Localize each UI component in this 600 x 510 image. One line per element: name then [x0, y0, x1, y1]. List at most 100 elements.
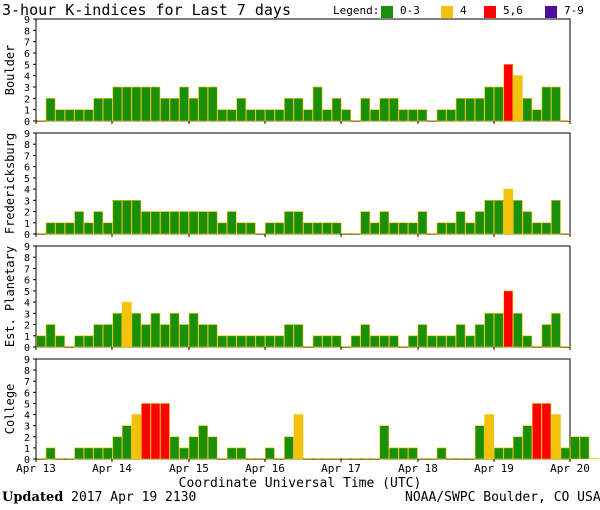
k-bar	[83, 335, 94, 348]
k-bar	[284, 324, 294, 348]
x-tick-label: Apr 15	[169, 462, 209, 475]
k-bar-zero	[427, 458, 437, 459]
k-bar	[551, 86, 561, 122]
k-bar-zero	[37, 458, 46, 459]
legend-swatch-5-6	[484, 6, 496, 18]
k-bar	[532, 222, 542, 235]
k-bar	[493, 313, 504, 348]
k-bar	[188, 313, 199, 348]
k-bar	[112, 86, 123, 122]
k-bar	[360, 324, 371, 348]
k-bar	[179, 86, 189, 122]
x-tick-label: Apr 20	[550, 462, 590, 475]
k-bar-zero	[37, 120, 46, 121]
k-bar	[169, 313, 180, 348]
k-bar	[265, 222, 275, 235]
k-bar	[83, 447, 94, 460]
k-bar	[226, 211, 237, 235]
k-bar	[179, 211, 189, 235]
k-bar-zero	[361, 458, 370, 459]
k-bar	[512, 313, 523, 348]
x-tick-label: Apr 18	[398, 462, 438, 475]
k-bar	[226, 109, 237, 122]
y-tick-label: 1	[24, 444, 30, 455]
k-bar	[570, 436, 580, 460]
k-bar	[455, 324, 466, 348]
k-bar	[102, 447, 113, 460]
y-tick-label: 7	[24, 151, 30, 162]
y-tick-label: 6	[24, 276, 30, 287]
k-bar-zero	[56, 458, 65, 459]
k-bar-zero	[246, 458, 256, 459]
footer-source: NOAA/SWPC Boulder, CO USA	[405, 490, 600, 505]
k-bar	[236, 222, 247, 235]
k-bar	[169, 436, 180, 460]
k-bar	[484, 200, 495, 235]
k-bar	[474, 324, 485, 348]
k-bar	[474, 425, 485, 460]
k-bar-zero	[351, 233, 361, 234]
k-bar	[93, 324, 104, 348]
k-bar	[551, 313, 561, 348]
k-bar	[141, 86, 151, 122]
k-bar	[389, 335, 399, 348]
k-bar	[198, 425, 208, 460]
y-tick-label: 1	[24, 332, 30, 343]
k-index-chart: 0123456789Boulder0123456789Fredericksbur…	[3, 15, 599, 490]
k-bar	[236, 98, 247, 122]
x-tick-label: Apr 19	[474, 462, 514, 475]
k-bar	[45, 222, 56, 235]
k-bar-zero	[427, 120, 437, 121]
y-tick-label: 5	[24, 287, 30, 298]
k-bar	[408, 335, 418, 348]
k-bar	[245, 335, 256, 348]
k-bar	[541, 324, 552, 348]
y-tick-label: 3	[24, 309, 30, 320]
k-bar-zero	[65, 346, 75, 347]
k-bar	[188, 98, 199, 122]
k-bar	[93, 211, 104, 235]
k-bar-zero	[342, 346, 351, 347]
k-bar	[141, 324, 151, 348]
k-bar	[493, 200, 504, 235]
k-bar	[169, 211, 180, 235]
k-bar	[474, 211, 485, 235]
k-bar	[455, 98, 466, 122]
k-bar	[493, 86, 504, 122]
k-bar	[45, 447, 56, 460]
k-bar	[122, 86, 132, 122]
k-bar-zero	[456, 458, 466, 459]
k-bar	[389, 447, 399, 460]
y-tick-label: 4	[24, 411, 30, 422]
y-tick-label: 4	[24, 72, 30, 83]
k-bar	[112, 200, 123, 235]
k-bar-zero	[399, 346, 408, 347]
k-bar	[417, 324, 428, 348]
k-bar	[293, 414, 304, 460]
k-bar	[541, 403, 552, 460]
k-bar	[179, 447, 189, 460]
k-bar-zero	[427, 233, 437, 234]
k-bar	[331, 222, 342, 235]
k-bar	[64, 109, 75, 122]
k-bar	[532, 403, 542, 460]
k-bar	[389, 222, 399, 235]
k-bar-zero	[304, 458, 313, 459]
k-bar	[322, 109, 332, 122]
k-bar-zero	[532, 346, 542, 347]
k-bar	[217, 109, 228, 122]
k-bar	[379, 98, 390, 122]
y-tick-label: 6	[24, 388, 30, 399]
k-bar	[455, 211, 466, 235]
k-bar-zero	[466, 458, 475, 459]
k-bar	[484, 313, 495, 348]
k-bar	[551, 414, 561, 460]
k-bar	[274, 335, 285, 348]
k-bar	[408, 447, 418, 460]
k-bar	[217, 222, 228, 235]
k-bar	[255, 335, 266, 348]
k-bar	[188, 436, 199, 460]
k-bar	[408, 222, 418, 235]
k-bar	[74, 211, 84, 235]
